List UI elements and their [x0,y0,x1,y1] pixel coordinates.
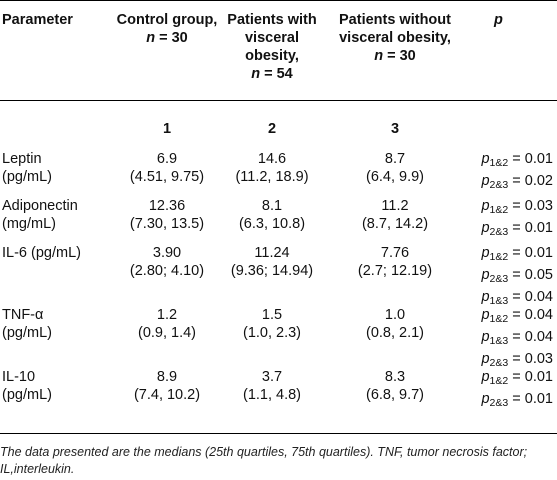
p-value: p1&3 = 0.04 [481,329,553,347]
p-value: p1&2 = 0.01 [481,245,553,263]
p-value: p1&2 = 0.01 [481,151,553,169]
table-footnote: The data presented are the medians (25th… [0,445,528,476]
p-value: p1&3 = 0.04 [481,289,553,307]
cell-visceral: 1.5 (1.0, 2.3) [242,307,302,341]
p-value: p1&2 = 0.01 [481,369,553,387]
col-number-2: 2 [267,121,277,137]
cell-p-values: p1&2 = 0.04 p1&3 = 0.04 p2&3 = 0.03 [440,306,553,372]
p-value: p2&3 = 0.03 [481,351,553,369]
header-bottom-rule [0,100,557,101]
row-parameter: Leptin (pg/mL) [2,151,52,185]
col-number-3: 3 [390,121,400,137]
header-visceral: Patients with visceral obesity, n = 54 [227,12,317,82]
cell-p-values: p1&2 = 0.03 p2&3 = 0.01 [440,197,553,241]
table-top-rule [0,0,557,1]
p-value: p2&3 = 0.01 [481,220,553,238]
p-value: p1&2 = 0.03 [481,198,553,216]
cell-visceral: 8.1 (6.3, 10.8) [238,198,306,232]
cell-p-values: p1&2 = 0.01 p2&3 = 0.05 p1&3 = 0.04 [440,244,553,310]
header-parameter: Parameter [2,12,73,28]
cell-visceral: 3.7 (1.1, 4.8) [242,369,302,403]
header-nonvisceral: Patients without visceral obesity, n = 3… [339,12,451,64]
cell-control: 1.2 (0.9, 1.4) [137,307,197,341]
cell-nonvisceral: 7.76 (2.7; 12.19) [357,245,433,279]
table-bottom-rule [0,433,557,434]
header-control: Control group, n = 30 [116,12,218,46]
header-p: p [494,12,503,28]
p-value: p1&2 = 0.04 [481,307,553,325]
cell-control: 12.36 (7.30, 13.5) [129,198,205,232]
p-value: p2&3 = 0.05 [481,267,553,285]
p-value: p2&3 = 0.01 [481,391,553,409]
cell-control: 3.90 (2.80; 4.10) [129,245,205,279]
row-parameter: TNF-α (pg/mL) [2,307,52,341]
cell-control: 6.9 (4.51, 9.75) [129,151,205,185]
row-parameter: Adiponectin (mg/mL) [2,198,78,232]
cell-p-values: p1&2 = 0.01 p2&3 = 0.02 [440,150,553,194]
col-number-1: 1 [162,121,172,137]
cell-p-values: p1&2 = 0.01 p2&3 = 0.01 [440,368,553,412]
p-value: p2&3 = 0.02 [481,173,553,191]
cell-nonvisceral: 1.0 (0.8, 2.1) [365,307,425,341]
cell-visceral: 14.6 (11.2, 18.9) [235,151,309,185]
cell-nonvisceral: 8.3 (6.8, 9.7) [365,369,425,403]
cell-nonvisceral: 11.2 (8.7, 14.2) [361,198,429,232]
cell-visceral: 11.24 (9.36; 14.94) [230,245,314,279]
row-parameter: IL-10 (pg/mL) [2,369,52,403]
row-parameter: IL-6 (pg/mL) [2,245,81,261]
cell-control: 8.9 (7.4, 10.2) [133,369,201,403]
cell-nonvisceral: 8.7 (6.4, 9.9) [365,151,425,185]
